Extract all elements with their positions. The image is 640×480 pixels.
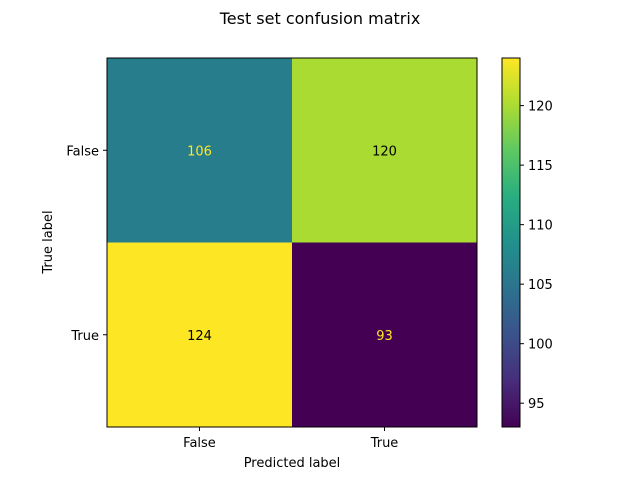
x-tick-label: False (183, 436, 216, 451)
colorbar-tick-label: 120 (528, 100, 553, 115)
x-tick-label: True (370, 436, 399, 451)
cell-value-label: 120 (372, 144, 397, 159)
heatmap-cell (292, 58, 477, 243)
colorbar-tick-label: 110 (528, 219, 553, 234)
colorbar-tick-label: 115 (528, 159, 553, 174)
cell-value-label: 106 (187, 144, 212, 159)
plot-frame (106, 57, 478, 428)
heatmap-cell (292, 242, 477, 427)
y-tick-label: False (66, 144, 99, 159)
chart-title: Test set confusion matrix (219, 9, 421, 28)
colorbar-tick-label: 100 (528, 338, 553, 353)
colorbar-tick-label: 95 (528, 397, 545, 412)
heatmap-cell (107, 242, 292, 427)
heatmap-cells: 106 120 124 93 (107, 58, 477, 427)
y-tick-label: True (70, 329, 99, 344)
cell-value-label: 93 (376, 329, 393, 344)
y-axis-ticks: False True (66, 144, 107, 344)
colorbar-tick-label: 105 (528, 278, 553, 293)
x-axis-label: Predicted label (244, 456, 341, 471)
y-axis-label: True label (41, 210, 56, 274)
colorbar (501, 57, 521, 428)
x-axis-ticks: False True (183, 427, 398, 451)
heatmap-cell (107, 58, 292, 243)
colorbar-ticks: 95 100 105 110 115 120 (520, 100, 553, 412)
cell-value-label: 124 (187, 329, 212, 344)
